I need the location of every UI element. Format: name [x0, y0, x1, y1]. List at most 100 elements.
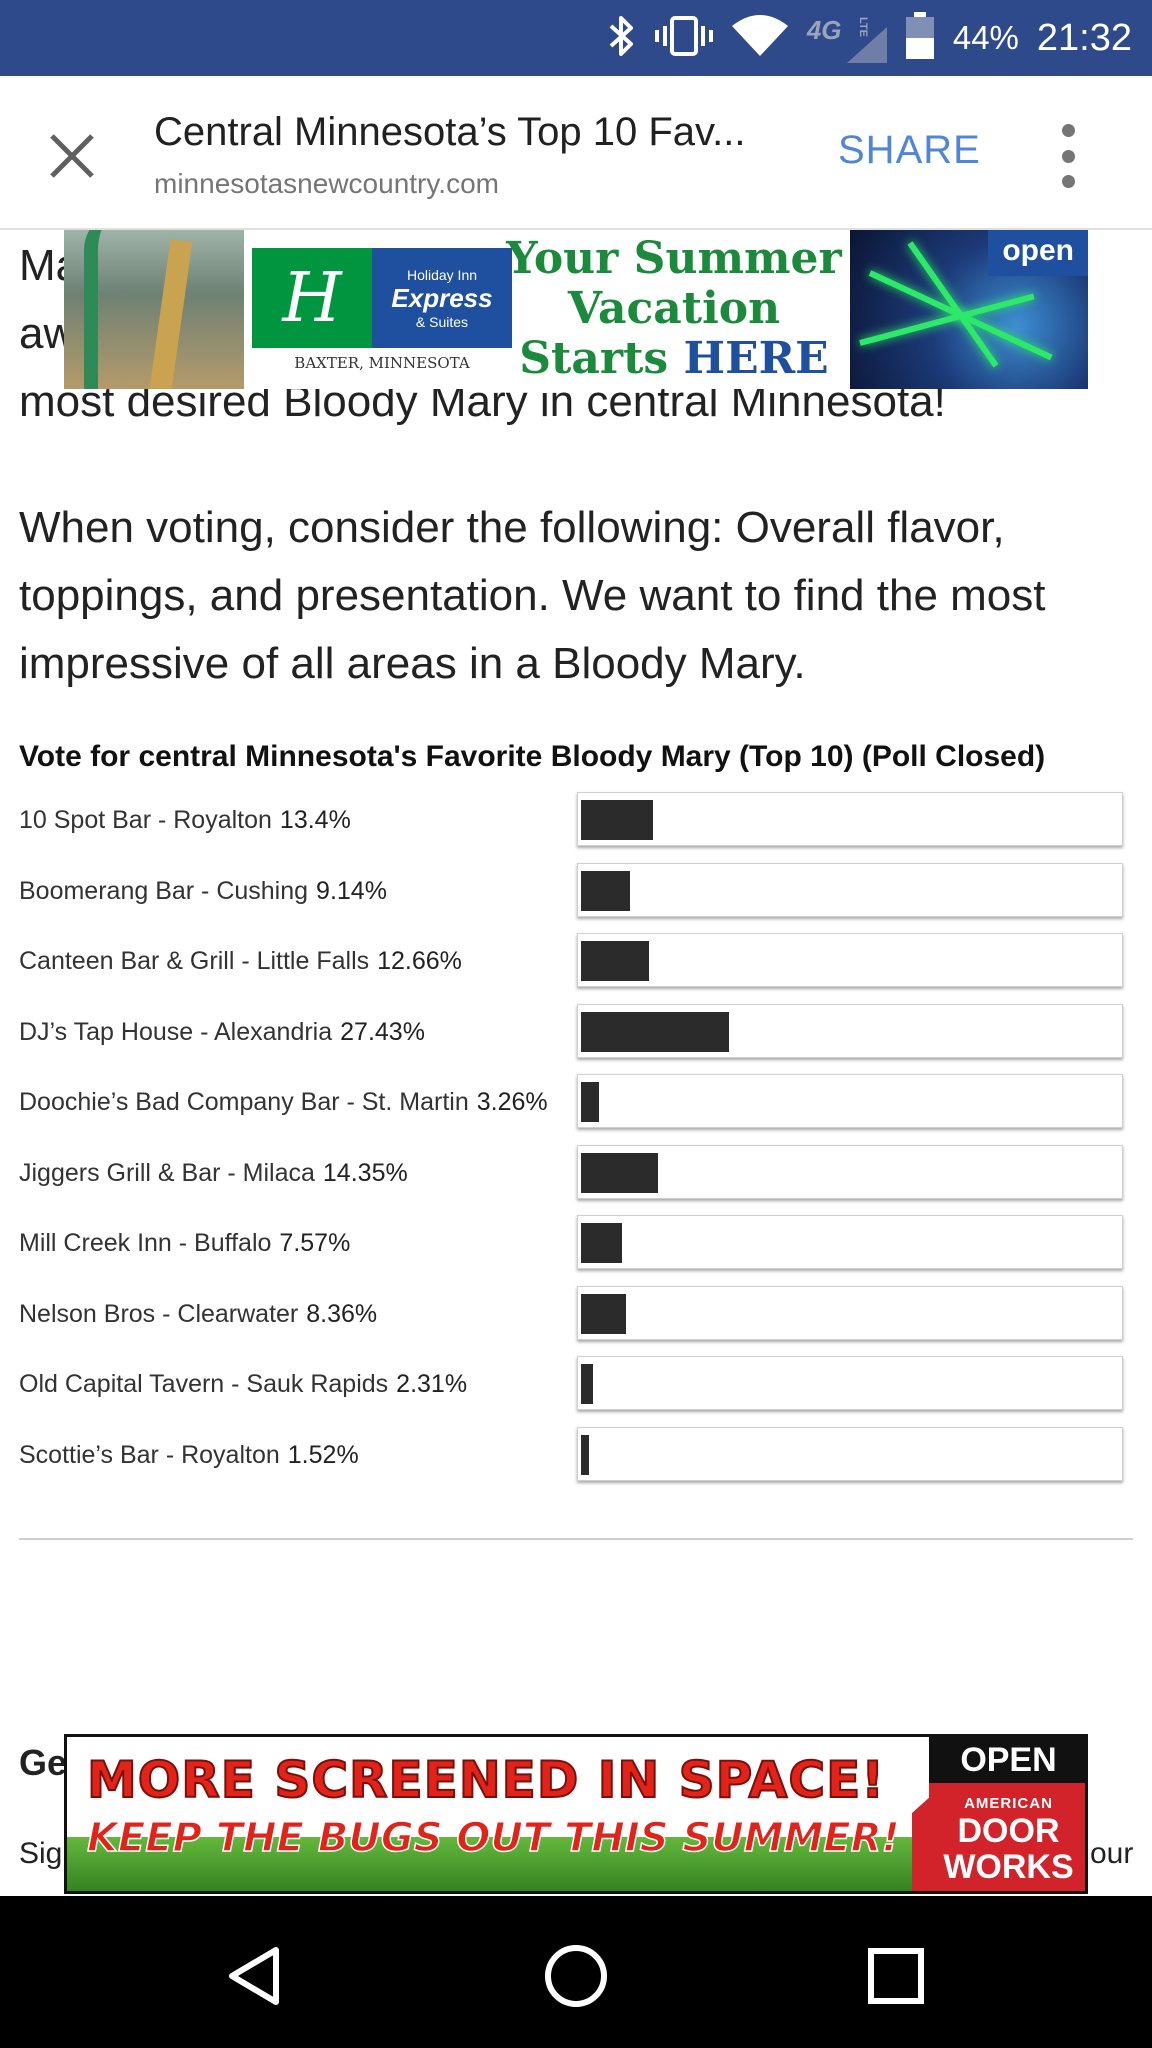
poll-option-percent: 7.57% [279, 1229, 351, 1257]
poll-option-name: Nelson Bros - Clearwater [19, 1299, 299, 1328]
vibrate-icon [654, 14, 713, 63]
poll-option-label: DJ’s Tap House - Alexandria 27.43% [19, 1018, 425, 1047]
poll-option-label: 10 Spot Bar - Royalton 13.4% [19, 806, 351, 835]
poll-bar-fill [581, 800, 653, 840]
network-type: 4G [806, 15, 842, 45]
clock: 21:32 [1036, 16, 1132, 59]
recents-square-icon [868, 1948, 924, 2004]
poll-bar-fill [581, 1364, 593, 1404]
poll-option-percent: 13.4% [279, 806, 351, 834]
poll-bar-fill [581, 1293, 626, 1334]
back-button[interactable] [216, 1936, 296, 2016]
poll-option-label: Old Capital Tavern - Sauk Rapids 2.31% [19, 1370, 467, 1399]
poll-bar-track [577, 933, 1123, 987]
poll-option-name: DJ’s Tap House - Alexandria [19, 1017, 333, 1046]
home-button[interactable] [536, 1936, 616, 2016]
poll-option-label: Scottie’s Bar - Royalton 1.52% [19, 1441, 359, 1470]
battery-percent: 44% [952, 19, 1019, 56]
poll-bar-track [577, 1144, 1123, 1199]
section-heading: Ge [19, 1742, 68, 1783]
poll-bar-fill [581, 870, 630, 911]
poll-option-percent: 12.66% [377, 947, 462, 975]
poll-option-name: Old Capital Tavern - Sauk Rapids [19, 1370, 389, 1398]
divider [19, 1538, 1133, 1540]
poll-bar-track [577, 1003, 1123, 1058]
poll-bar-fill [581, 1011, 729, 1052]
holiday-inn-logo: H [252, 248, 372, 348]
poll-option-row: Jiggers Grill & Bar - Milaca 14.35% [19, 1144, 1133, 1216]
more-vert-icon [1061, 124, 1075, 137]
wifi-icon [731, 14, 789, 63]
close-button[interactable] [40, 124, 104, 188]
poll-option-name: Jiggers Grill & Bar - Milaca [19, 1158, 315, 1187]
poll-bar-track [577, 1074, 1123, 1128]
poll-option-row: Old Capital Tavern - Sauk Rapids 2.31% [19, 1356, 1133, 1427]
poll-results: 10 Spot Bar - Royalton 13.4% Boomerang Bar… [19, 792, 1133, 1497]
ad-headline: Your Summer Vacation Starts HERE [506, 233, 842, 384]
poll-bar-fill [581, 1434, 589, 1475]
poll-option-row: Boomerang Bar - Cushing 9.14% [19, 862, 1133, 934]
poll-option-percent: 14.35% [322, 1158, 408, 1187]
poll-option-row: DJ’s Tap House - Alexandria 27.43% [19, 1003, 1133, 1075]
poll-bar-track [577, 1426, 1123, 1481]
status-bar: 4G LTE 44% 21:32 [0, 0, 1152, 76]
ad-waterpark-image [64, 230, 244, 389]
poll-option-label: Jiggers Grill & Bar - Milaca 14.35% [19, 1159, 408, 1188]
poll-option-percent: 27.43% [340, 1017, 425, 1046]
american-door-works-logo: AMERICAN DOOR WORKS OPEN [929, 1737, 1085, 1891]
network-subtype: LTE [856, 17, 869, 37]
ad-grass-image [67, 1837, 967, 1891]
poll-bar-track [577, 1285, 1123, 1340]
ad-location: BAXTER, MINNESOTA [294, 354, 470, 372]
article-content: Ma aw most desired Bloody Mary in centra… [0, 232, 1152, 1896]
ad-open-button[interactable]: OPEN [929, 1737, 1085, 1783]
poll-bar-fill [581, 1152, 658, 1193]
article-paragraph: When voting, consider the following: Ove… [19, 503, 1046, 688]
poll-option-label: Canteen Bar & Grill - Little Falls 12.66% [19, 947, 462, 976]
battery-icon [905, 11, 935, 65]
navigation-bar [0, 1896, 1152, 2048]
poll-option-percent: 9.14% [316, 876, 387, 905]
share-button[interactable]: SHARE [838, 128, 981, 172]
ad-open-button[interactable]: open [988, 230, 1088, 276]
poll-option-percent: 1.52% [287, 1440, 359, 1469]
poll-option-name: Boomerang Bar - Cushing [19, 876, 309, 905]
home-circle-icon [545, 1945, 607, 2007]
poll-option-percent: 2.31% [396, 1370, 468, 1398]
close-icon [50, 134, 94, 178]
recents-button[interactable] [856, 1936, 936, 2016]
ad-subheadline: KEEP THE BUGS OUT THIS SUMMER! [86, 1814, 900, 1862]
article-text: our [1090, 1837, 1134, 1870]
page-title: Central Minnesota’s Top 10 Fav... [154, 110, 746, 154]
poll-option-percent: 8.36% [306, 1299, 378, 1328]
poll-option-row: Doochie’s Bad Company Bar - St. Martin 3.… [19, 1074, 1133, 1145]
poll-option-name: 10 Spot Bar - Royalton [19, 806, 272, 834]
poll-option-name: Doochie’s Bad Company Bar - St. Martin [19, 1088, 469, 1116]
poll-bar-fill [581, 1082, 599, 1122]
poll-option-row: Scottie’s Bar - Royalton 1.52% [19, 1426, 1133, 1498]
poll-bar-track [577, 1215, 1123, 1269]
poll-option-label: Nelson Bros - Clearwater 8.36% [19, 1300, 377, 1329]
poll-bar-track [577, 862, 1123, 917]
poll-bar-track [577, 792, 1123, 846]
poll-option-name: Mill Creek Inn - Buffalo [19, 1229, 272, 1257]
poll-option-label: Doochie’s Bad Company Bar - St. Martin 3.… [19, 1088, 548, 1117]
banner-ad-holiday-inn[interactable]: H Holiday Inn Express & Suites BAXTER, M… [64, 230, 1088, 389]
poll-option-label: Boomerang Bar - Cushing 9.14% [19, 877, 387, 906]
poll-bar-fill [581, 1223, 622, 1263]
poll-option-name: Scottie’s Bar - Royalton [19, 1440, 280, 1469]
signal-icon: 4G LTE [807, 13, 887, 63]
poll-bar-track [577, 1356, 1123, 1410]
express-logo: Holiday Inn Express & Suites [372, 248, 512, 348]
bluetooth-icon [607, 14, 637, 63]
more-options-button[interactable] [1052, 124, 1084, 188]
poll-option-row: Canteen Bar & Grill - Little Falls 12.66% [19, 933, 1133, 1004]
ad-headline: MORE SCREENED IN SPACE! [86, 1750, 886, 1810]
banner-ad-american-door-works[interactable]: MORE SCREENED IN SPACE! KEEP THE BUGS OU… [64, 1734, 1088, 1894]
poll-option-label: Mill Creek Inn - Buffalo 7.57% [19, 1229, 350, 1258]
poll-option-row: 10 Spot Bar - Royalton 13.4% [19, 792, 1133, 863]
custom-tab-toolbar: Central Minnesota’s Top 10 Fav... minnes… [0, 76, 1152, 230]
poll-option-row: Mill Creek Inn - Buffalo 7.57% [19, 1215, 1133, 1286]
poll-option-percent: 3.26% [476, 1088, 548, 1116]
